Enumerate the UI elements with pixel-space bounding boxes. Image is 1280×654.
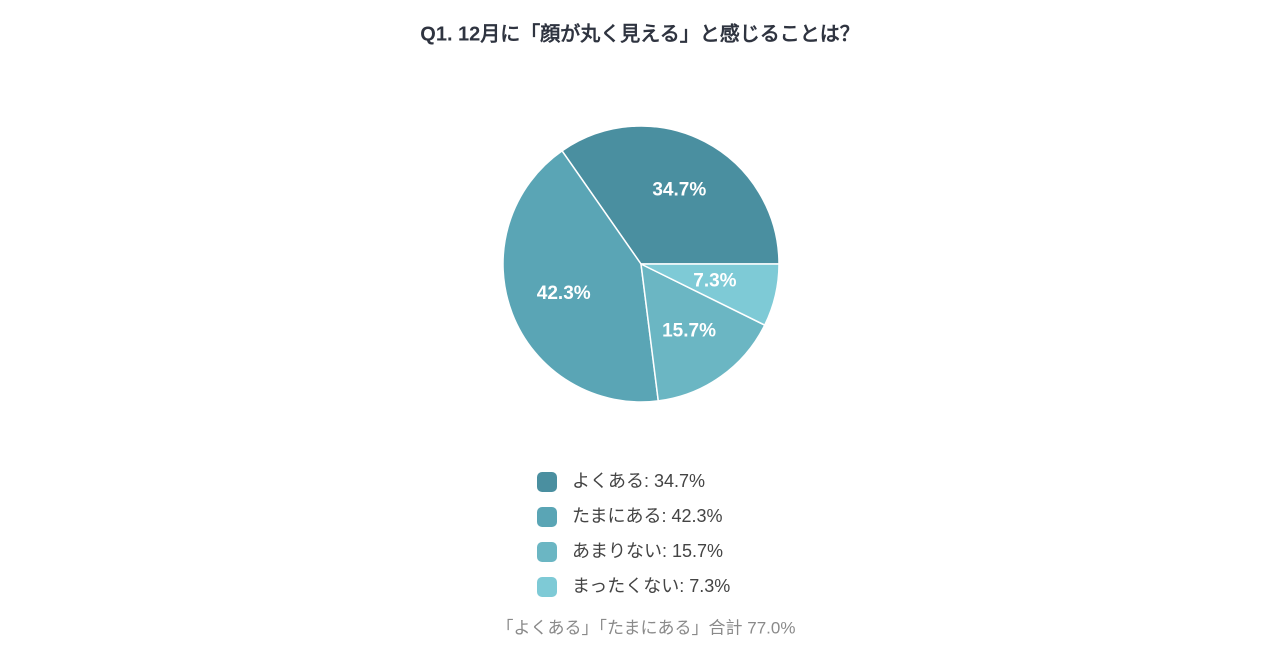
chart-title: Q1. 12月に「顔が丸く見える」と感じることは？ (420, 21, 859, 45)
legend-swatch (537, 507, 557, 527)
data-label: 34.7% (652, 180, 706, 201)
legend-label: よくある: 34.7% (572, 471, 705, 491)
data-label: 42.3% (537, 283, 591, 304)
pie-slice (560, 125, 780, 265)
data-label: 7.3% (693, 270, 736, 291)
legend-swatch (537, 472, 557, 492)
pie-slice (640, 263, 780, 327)
pie-slice (640, 262, 766, 402)
legend-swatch (537, 542, 557, 562)
pie-slice (502, 149, 660, 403)
data-label: 15.7% (662, 320, 716, 341)
legend-label: あまりない: 15.7% (572, 541, 723, 561)
legend-swatch (537, 577, 557, 597)
legend-label: たまにある: 42.3% (572, 506, 723, 526)
legend-label: まったくない: 7.3% (572, 576, 730, 596)
note: 「よくある」「たまにある」合計 77.0% (497, 618, 796, 637)
